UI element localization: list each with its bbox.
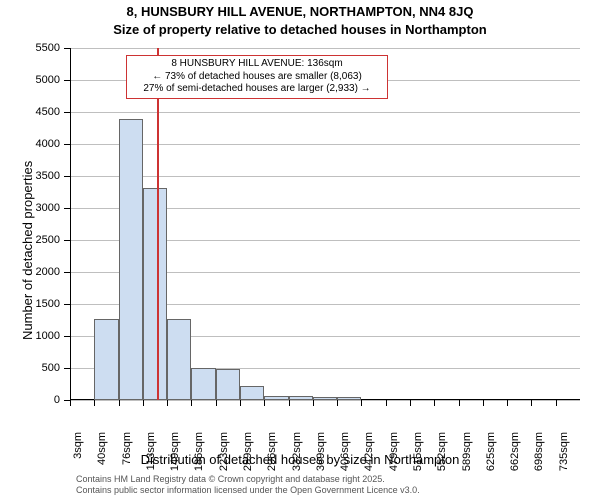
x-tick-label: 40sqm <box>96 432 108 476</box>
x-tick-mark <box>289 400 290 406</box>
x-tick-mark <box>386 400 387 406</box>
x-tick-mark <box>483 400 484 406</box>
x-tick-label: 296sqm <box>266 432 278 476</box>
x-tick-mark <box>531 400 532 406</box>
gridline <box>70 176 580 177</box>
x-tick-label: 406sqm <box>339 432 351 476</box>
x-tick-mark <box>361 400 362 406</box>
x-tick-label: 515sqm <box>412 432 424 476</box>
chart-footer: Contains HM Land Registry data © Crown c… <box>76 474 592 496</box>
x-tick-label: 149sqm <box>169 432 181 476</box>
y-tick-label: 3000 <box>0 202 60 214</box>
gridline <box>70 48 580 49</box>
chart-title-line1: 8, HUNSBURY HILL AVENUE, NORTHAMPTON, NN… <box>0 4 600 19</box>
x-tick-label: 662sqm <box>509 432 521 476</box>
footer-line: Contains public sector information licen… <box>76 485 592 496</box>
histogram-bar <box>313 397 337 400</box>
annotation-box: 8 HUNSBURY HILL AVENUE: 136sqm← 73% of d… <box>126 55 388 99</box>
y-tick-label: 3500 <box>0 170 60 182</box>
chart-title-line2: Size of property relative to detached ho… <box>0 22 600 37</box>
x-tick-mark <box>167 400 168 406</box>
y-tick-label: 500 <box>0 362 60 374</box>
histogram-bar <box>216 369 240 400</box>
y-tick-label: 4000 <box>0 138 60 150</box>
x-tick-mark <box>556 400 557 406</box>
x-tick-label: 625sqm <box>485 432 497 476</box>
annotation-line: ← 73% of detached houses are smaller (8,… <box>131 71 383 84</box>
histogram-bar <box>191 368 215 400</box>
annotation-line: 27% of semi-detached houses are larger (… <box>131 83 383 96</box>
annotation-line: 8 HUNSBURY HILL AVENUE: 136sqm <box>131 58 383 71</box>
x-tick-mark <box>434 400 435 406</box>
x-tick-mark <box>191 400 192 406</box>
y-tick-label: 2000 <box>0 266 60 278</box>
x-tick-mark <box>240 400 241 406</box>
x-tick-label: 332sqm <box>291 432 303 476</box>
x-tick-label: 76sqm <box>121 432 133 476</box>
y-tick-mark <box>64 240 70 241</box>
y-tick-mark <box>64 144 70 145</box>
y-tick-mark <box>64 80 70 81</box>
y-tick-label: 4500 <box>0 106 60 118</box>
x-tick-label: 698sqm <box>533 432 545 476</box>
y-tick-mark <box>64 112 70 113</box>
gridline <box>70 144 580 145</box>
y-tick-mark <box>64 176 70 177</box>
y-axis-label: Number of detached properties <box>20 161 35 340</box>
histogram-bar <box>264 396 288 400</box>
x-tick-mark <box>216 400 217 406</box>
y-tick-mark <box>64 272 70 273</box>
x-tick-mark <box>119 400 120 406</box>
x-tick-label: 442sqm <box>363 432 375 476</box>
x-tick-label: 369sqm <box>315 432 327 476</box>
x-tick-mark <box>94 400 95 406</box>
y-tick-mark <box>64 48 70 49</box>
x-tick-label: 223sqm <box>218 432 230 476</box>
x-tick-label: 186sqm <box>193 432 205 476</box>
histogram-bar <box>289 396 313 400</box>
y-tick-label: 2500 <box>0 234 60 246</box>
reference-line <box>157 48 159 400</box>
x-tick-label: 735sqm <box>558 432 570 476</box>
x-tick-mark <box>507 400 508 406</box>
x-tick-mark <box>410 400 411 406</box>
x-tick-label: 113sqm <box>145 432 157 476</box>
x-tick-label: 552sqm <box>436 432 448 476</box>
histogram-bar <box>167 319 191 400</box>
histogram-bar <box>94 319 118 400</box>
histogram-bar <box>337 397 361 400</box>
y-axis-line <box>70 48 71 400</box>
chart-plot-area <box>70 48 580 400</box>
y-tick-label: 5000 <box>0 74 60 86</box>
gridline <box>70 400 580 401</box>
x-tick-mark <box>264 400 265 406</box>
gridline <box>70 112 580 113</box>
y-tick-mark <box>64 336 70 337</box>
x-tick-label: 3sqm <box>72 432 84 476</box>
y-tick-mark <box>64 304 70 305</box>
histogram-bar <box>119 119 143 400</box>
x-tick-mark <box>459 400 460 406</box>
x-tick-label: 479sqm <box>388 432 400 476</box>
y-tick-label: 1000 <box>0 330 60 342</box>
histogram-bar <box>143 188 167 400</box>
x-tick-label: 259sqm <box>242 432 254 476</box>
x-tick-mark <box>313 400 314 406</box>
y-tick-mark <box>64 208 70 209</box>
histogram-bar <box>240 386 264 400</box>
y-tick-label: 1500 <box>0 298 60 310</box>
x-tick-mark <box>337 400 338 406</box>
y-tick-mark <box>64 368 70 369</box>
x-tick-mark <box>143 400 144 406</box>
y-tick-label: 0 <box>0 394 60 406</box>
x-tick-mark <box>70 400 71 406</box>
y-tick-label: 5500 <box>0 42 60 54</box>
x-tick-label: 589sqm <box>461 432 473 476</box>
